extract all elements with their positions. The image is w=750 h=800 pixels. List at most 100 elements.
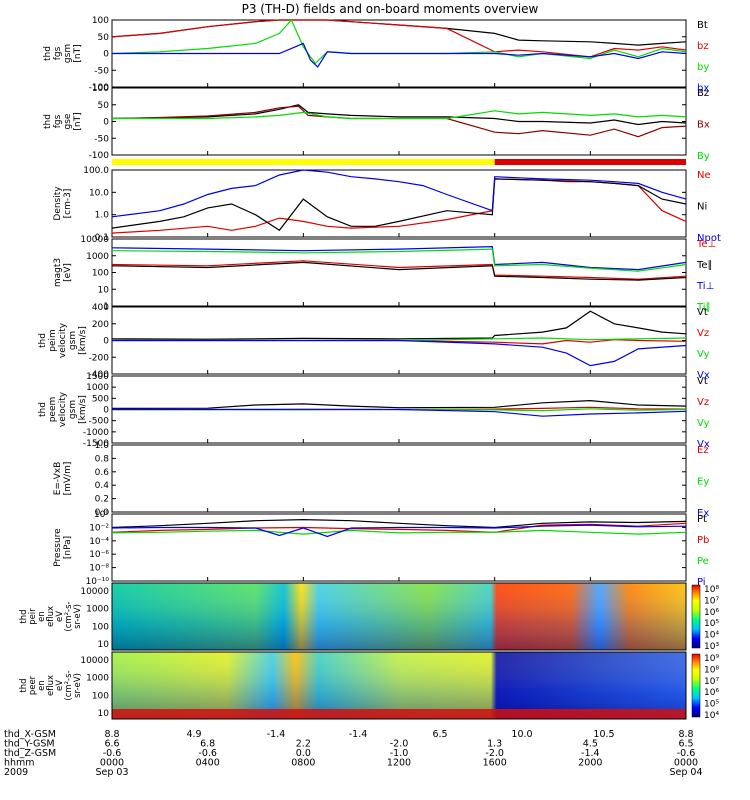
series-line-black bbox=[111, 261, 687, 281]
legend-entry: By bbox=[697, 151, 710, 162]
legend-entry: Te⊥ bbox=[696, 239, 716, 250]
y-axis-label-line: magt3 bbox=[53, 258, 63, 287]
y-axis-label-line: sr-eV) bbox=[73, 604, 83, 629]
y-axis-label-line: en bbox=[37, 680, 47, 691]
colorbar-label: 10⁸ bbox=[704, 665, 719, 675]
y-axis-label-line: gse bbox=[63, 113, 73, 129]
y-tick-label: 50 bbox=[98, 101, 110, 111]
y-tick-label: -100 bbox=[89, 151, 110, 161]
series-line-blue bbox=[111, 169, 687, 218]
series-line-black bbox=[111, 178, 687, 232]
x-axis-value: -0.6 bbox=[198, 748, 217, 759]
y-axis-label-line: velocity bbox=[58, 322, 68, 358]
y-axis-label-line: peim bbox=[48, 329, 58, 352]
y-axis-label-line: Density bbox=[53, 186, 63, 221]
x-axis-row-label: 2009 bbox=[4, 767, 28, 778]
series-line-green bbox=[111, 529, 687, 535]
x-axis-row-label: thd_Y-GSM bbox=[4, 739, 55, 750]
legend-entry: Npot bbox=[697, 233, 721, 244]
heatmap-ion_eflux: 10000 1000 100 10 thd peir en eflux eV (cm²-s-sr-… bbox=[19, 582, 719, 652]
legend-entry: Te∥ bbox=[696, 260, 713, 271]
legend-entry: Vx bbox=[697, 439, 710, 450]
y-tick-label: 10⁻¹⁰ bbox=[86, 577, 110, 587]
x-axis-value: -1.0 bbox=[390, 748, 409, 759]
colorbar-label: 10⁴ bbox=[704, 711, 719, 721]
series-line-red bbox=[111, 522, 687, 533]
y-tick-label: 1.0 bbox=[95, 211, 110, 221]
x-axis-value: -0.6 bbox=[677, 748, 696, 759]
legend-entry: Ne bbox=[697, 170, 711, 181]
panel-temperature: 10000 1000 100 10 1 magt3 [eV] Te⊥ Te∥ Ti⊥ Ti∥ bbox=[53, 235, 716, 313]
y-tick-label: 0.2 bbox=[95, 495, 109, 505]
y-axis-label-line: peir bbox=[28, 608, 38, 625]
heatmap-shade bbox=[112, 583, 686, 650]
colorbar bbox=[691, 653, 701, 718]
panel-frame bbox=[111, 444, 687, 513]
y-tick-label: 100 bbox=[92, 622, 109, 632]
legend-entry: by bbox=[697, 62, 709, 73]
x-axis-value: 10.5 bbox=[593, 729, 614, 740]
y-axis-label-line: [nPa] bbox=[63, 536, 73, 559]
y-axis-label-line: [mV/m] bbox=[63, 462, 73, 496]
y-axis-label-line: peer bbox=[28, 675, 38, 695]
y-tick-label: 10 bbox=[98, 709, 110, 719]
y-tick-label: 10.0 bbox=[89, 188, 109, 198]
legend-entry: Pt bbox=[697, 514, 707, 525]
legend-entry: Ti⊥ bbox=[696, 281, 714, 292]
y-tick-label: 0.4 bbox=[95, 481, 110, 491]
series-line-black bbox=[111, 399, 687, 409]
x-axis-value: 6.6 bbox=[104, 739, 119, 750]
y-tick-label: 100.0 bbox=[83, 166, 109, 176]
series-line-black bbox=[111, 518, 687, 529]
x-axis-labels: thd_X-GSM 8.8 4.9 -1.4 -1.4 6.5 10.0 10.5 8.8 thd… bbox=[4, 729, 703, 778]
y-tick-label: 1.0 bbox=[95, 441, 110, 451]
legend-entry: Ni bbox=[697, 202, 707, 213]
y-axis-label-line: [km/s] bbox=[78, 326, 88, 355]
series-line-green bbox=[111, 248, 687, 272]
legend-entry: Bt bbox=[697, 20, 708, 31]
mode-bar-segment bbox=[494, 159, 686, 165]
colorbar-label: 10⁴ bbox=[704, 631, 719, 641]
y-axis-label-line: gsm bbox=[68, 400, 78, 419]
y-tick-label: 100 bbox=[92, 84, 109, 94]
x-axis-row-label: thd_Z-GSM bbox=[4, 748, 56, 759]
y-tick-label: -1500 bbox=[83, 439, 109, 449]
series-line-green bbox=[112, 110, 687, 120]
y-tick-label: 1000 bbox=[86, 252, 109, 262]
y-tick-label: 0 bbox=[103, 337, 109, 347]
x-axis-value: -2.0 bbox=[485, 748, 504, 759]
series-line-red bbox=[111, 19, 687, 58]
chart-title: P3 (TH-D) fields and on-board moments ov… bbox=[242, 2, 539, 16]
y-tick-label: 10⁻² bbox=[89, 523, 109, 533]
panel-pressure: 10⁰ 10⁻² 10⁻⁴ 10⁻⁶ 10⁻⁸ 10⁻¹⁰ Pressure [nPa] Pt P… bbox=[53, 510, 709, 588]
x-axis-value: 4.5 bbox=[583, 739, 598, 750]
y-axis-label-line: [nT] bbox=[73, 112, 83, 130]
x-axis-value: -0.6 bbox=[103, 748, 122, 759]
y-axis-label-line: E=-VxB bbox=[53, 462, 63, 496]
series-line-blue bbox=[112, 339, 687, 367]
y-axis-label-line: thd bbox=[19, 678, 29, 692]
legend-entry: bx bbox=[697, 83, 709, 94]
y-tick-label: 0.6 bbox=[95, 468, 110, 478]
x-axis-value: 6.5 bbox=[432, 729, 447, 740]
heatmap-frame bbox=[111, 651, 687, 720]
x-axis-value: 1.3 bbox=[487, 739, 502, 750]
panel-fgs_dsl: 100 50 0 -50 -100 thd fgs gse [nT] Bz Bx By bbox=[43, 84, 710, 162]
series-line-blue bbox=[111, 524, 687, 538]
x-axis-value: 2.2 bbox=[296, 739, 311, 750]
legend-entry: Ti∥ bbox=[696, 302, 711, 313]
heatmap-band bbox=[112, 709, 686, 719]
x-axis-value: 0000 bbox=[674, 758, 698, 769]
legend-entry: Pe bbox=[697, 556, 709, 567]
y-tick-label: 500 bbox=[92, 394, 109, 404]
legend-entry: Pb bbox=[697, 535, 709, 546]
y-tick-label: 10000 bbox=[80, 587, 109, 597]
legend-entry: Vz bbox=[697, 328, 709, 339]
legend-entry: Bz bbox=[697, 88, 709, 99]
colorbar-label: 10⁶ bbox=[704, 688, 719, 698]
y-tick-label: 0 bbox=[103, 50, 109, 60]
mode-bar-segment bbox=[112, 159, 495, 165]
x-axis-value: 1200 bbox=[387, 758, 411, 769]
